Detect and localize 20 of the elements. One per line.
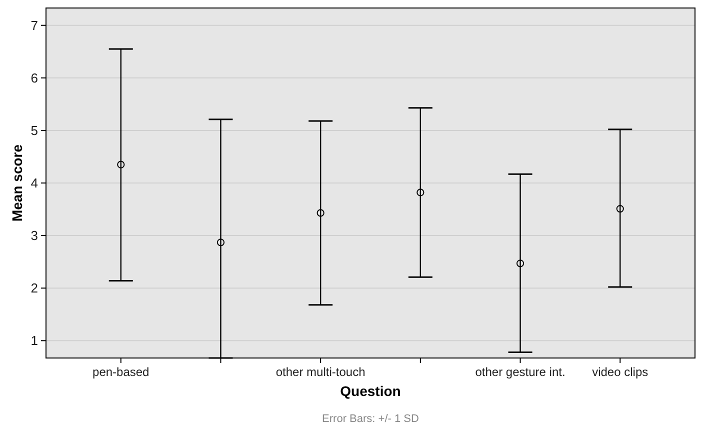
y-tick-label: 2	[30, 280, 38, 296]
y-tick-label: 5	[30, 122, 38, 138]
point	[117, 160, 125, 168]
x-tick-label: other gesture int.	[475, 365, 566, 379]
y-tick-label: 7	[30, 18, 38, 33]
point	[216, 238, 225, 246]
x-axis-title: Question	[340, 383, 401, 399]
y-tick-label: 1	[30, 333, 38, 348]
point	[516, 260, 524, 268]
point	[416, 188, 424, 196]
point	[616, 204, 624, 213]
y-tick-label: 3	[30, 228, 38, 244]
point	[316, 209, 324, 217]
x-tick-label: other multi-touch	[276, 365, 366, 379]
x-tick-label: video clips	[592, 365, 648, 379]
x-tick-label: pen-based	[92, 365, 150, 379]
y-tick-label: 4	[30, 176, 38, 191]
y-axis-title: Mean score	[9, 144, 25, 222]
y-tick-label: 6	[30, 70, 38, 86]
text: Error Bars: +/- 1 SD	[322, 413, 419, 425]
